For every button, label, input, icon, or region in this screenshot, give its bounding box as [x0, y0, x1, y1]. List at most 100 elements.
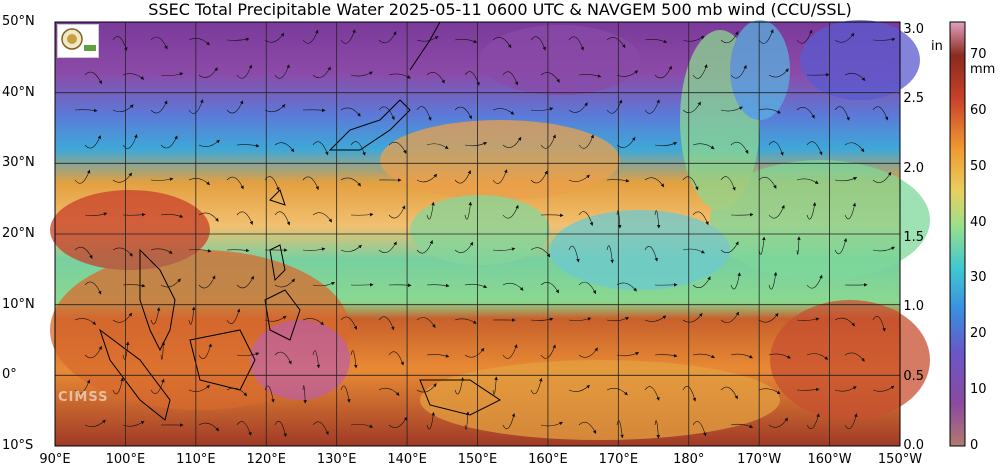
wind-streamline	[806, 73, 830, 77]
wind-streamline	[606, 317, 630, 322]
wind-streamline	[844, 72, 866, 82]
longitude-label: 100°E	[105, 452, 146, 467]
wind-streamline	[568, 317, 592, 321]
wind-streamline	[502, 344, 518, 359]
chart-title: SSEC Total Precipitable Water 2025-05-11…	[148, 0, 852, 19]
wind-streamline	[454, 318, 477, 324]
wind-streamline	[454, 170, 471, 184]
wind-streamline	[112, 247, 133, 257]
wind-streamline	[502, 282, 524, 291]
wind-streamline	[198, 343, 212, 359]
wind-streamline	[274, 142, 295, 153]
wind-streamline	[236, 275, 254, 289]
wind-streamline	[796, 317, 820, 321]
wind-streamline	[872, 316, 886, 332]
wind-streamline	[454, 106, 472, 120]
wind-streamline	[416, 317, 436, 329]
wind-streamline	[312, 66, 331, 78]
wind-streamline	[730, 64, 747, 79]
wind-streamline	[464, 142, 488, 147]
wind-streamline	[720, 176, 736, 191]
wind-streamline	[150, 378, 165, 394]
wind-streamline	[302, 318, 324, 326]
wind-streamline	[530, 247, 551, 258]
wind-streamline	[606, 388, 628, 396]
wind-streamline	[426, 354, 450, 358]
wind-streamline	[692, 421, 707, 437]
colorbar-inch-tick: 2.5	[903, 91, 924, 107]
wind-streamline	[758, 236, 766, 255]
wind-streamline	[226, 100, 244, 114]
wind-streamline	[644, 246, 658, 262]
wind-streamline	[606, 245, 614, 264]
wind-streamline	[112, 36, 128, 51]
wind-streamline	[540, 134, 556, 149]
wind-streamline	[426, 201, 435, 220]
wind-streamline	[264, 32, 285, 43]
wind-streamline	[350, 423, 374, 428]
wind-streamline	[388, 73, 411, 79]
wind-streamline	[492, 108, 515, 115]
wind-streamline	[806, 353, 829, 360]
wind-streamline	[540, 344, 556, 359]
wind-streamline	[758, 312, 779, 323]
longitude-label: 170°E	[598, 452, 639, 467]
wind-streamline	[160, 213, 184, 218]
latitude-label: 30°N	[2, 155, 35, 171]
wind-streamline	[796, 387, 820, 392]
wind-streamline	[654, 65, 672, 79]
longitude-label: 150°E	[457, 452, 498, 467]
wind-streamline	[150, 100, 168, 114]
wind-streamline	[150, 248, 173, 254]
longitude-label: 120°E	[246, 452, 287, 467]
wind-streamline	[350, 212, 374, 217]
wind-streamline	[834, 177, 858, 182]
wind-streamline	[426, 143, 449, 150]
colorbar	[949, 21, 966, 447]
wind-streamline	[578, 74, 602, 78]
wind-streamline	[872, 246, 895, 252]
wind-streamline	[616, 210, 622, 229]
wind-streamline	[416, 173, 438, 183]
colorbar-mm-tick: 40	[970, 214, 987, 230]
wind-streamline	[578, 281, 596, 295]
wind-streamline	[416, 35, 439, 42]
wind-streamline	[872, 385, 895, 392]
wind-streamline	[150, 307, 161, 325]
wind-streamline	[188, 178, 210, 186]
wind-streamline	[340, 177, 361, 187]
wind-streamline	[502, 71, 519, 86]
wind-streamline	[540, 282, 559, 294]
wind-streamline	[834, 106, 850, 121]
wind-streamline	[568, 245, 580, 263]
wind-streamline	[806, 274, 823, 289]
wind-streamline	[834, 386, 857, 392]
wind-streamlines	[74, 29, 896, 439]
wind-streamline	[426, 72, 445, 84]
wind-streamline	[692, 64, 708, 79]
wind-streamline	[682, 176, 699, 191]
wind-streamline	[692, 276, 711, 288]
wind-streamline	[122, 212, 146, 217]
wind-streamline	[350, 350, 358, 369]
wind-streamline	[112, 104, 134, 113]
wind-streamline	[340, 29, 356, 44]
latitude-label: 0°	[2, 367, 17, 383]
wind-streamline	[730, 141, 749, 154]
latitude-label: 20°N	[2, 226, 35, 241]
wind-streamline	[616, 70, 639, 77]
longitude-label: 180°	[673, 452, 705, 467]
colorbar-inch-unit: in	[931, 39, 943, 54]
wind-streamline	[682, 101, 701, 113]
wind-streamline	[844, 413, 858, 429]
wind-streamline	[188, 99, 204, 114]
wind-streamline	[464, 347, 485, 358]
wind-streamline	[568, 174, 590, 182]
wind-streamline	[720, 106, 743, 112]
wind-streamline	[502, 413, 516, 430]
wind-streamline	[198, 139, 220, 147]
wind-streamline	[84, 71, 102, 85]
wind-streamline	[274, 420, 287, 438]
latitude-label: 10°S	[2, 438, 34, 453]
